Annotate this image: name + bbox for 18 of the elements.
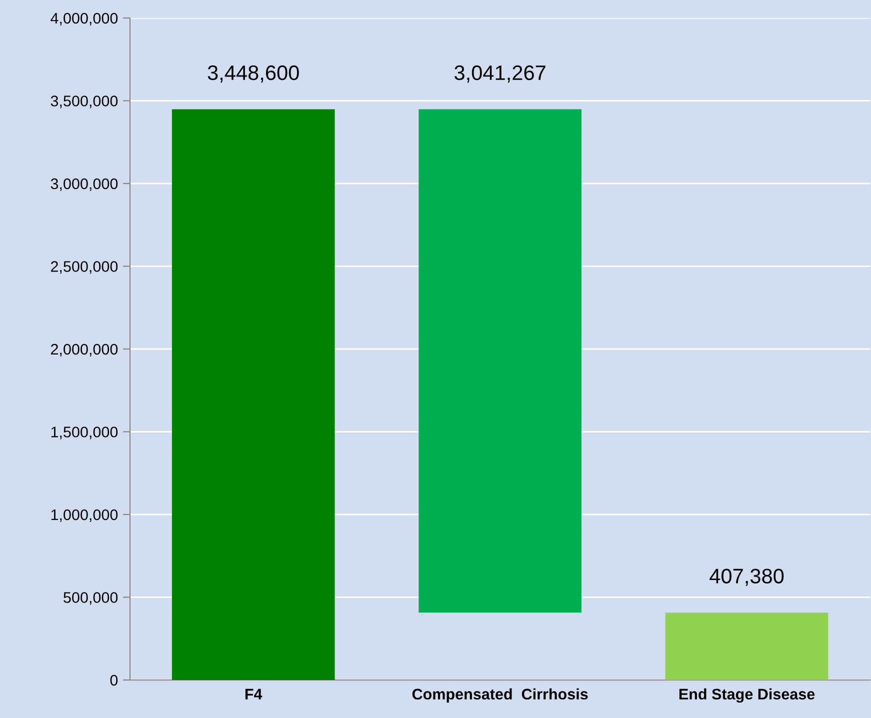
data-label: 3,448,600 (208, 65, 299, 83)
y-tick-label: 3,000,000 (50, 178, 118, 191)
x-tick-label: End Stage Disease (679, 688, 815, 703)
y-tick-label: 4,000,000 (50, 12, 118, 26)
data-label: 3,041,267 (454, 65, 546, 83)
y-tick-label: 0 (110, 674, 118, 686)
y-tick-label: 1,000,000 (51, 509, 118, 522)
data-label: 407,380 (710, 568, 784, 586)
bar (418, 109, 582, 613)
y-tick-label: 3,500,000 (50, 96, 118, 108)
bar (172, 109, 335, 680)
y-tick-label: 2,000,000 (51, 344, 118, 356)
y-tick-label: 500,000 (64, 592, 118, 605)
bar (665, 612, 828, 680)
x-tick-label: F4 (245, 688, 262, 700)
y-tick-label: 1,500,000 (51, 426, 118, 440)
y-tick-label: 2,500,000 (51, 261, 118, 274)
x-tick-label: Compensated Cirrhosis (412, 688, 588, 703)
